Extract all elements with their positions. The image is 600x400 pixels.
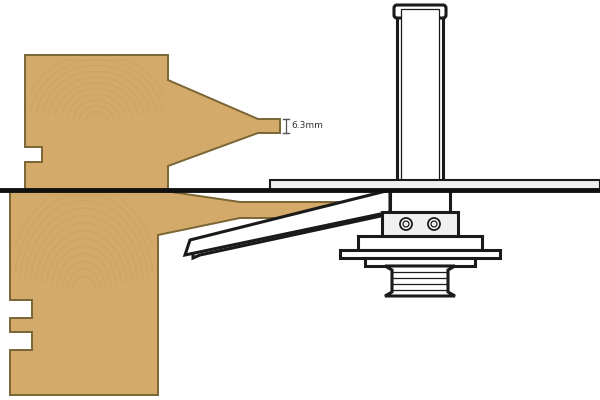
Polygon shape — [365, 258, 475, 266]
Polygon shape — [185, 190, 390, 255]
Text: 6.3mm: 6.3mm — [291, 122, 323, 130]
Polygon shape — [385, 266, 455, 296]
Polygon shape — [270, 180, 600, 190]
Polygon shape — [10, 190, 355, 395]
Polygon shape — [340, 250, 500, 258]
Circle shape — [403, 221, 409, 227]
Polygon shape — [358, 236, 482, 250]
Circle shape — [428, 218, 440, 230]
Polygon shape — [397, 10, 443, 185]
Circle shape — [400, 218, 412, 230]
Polygon shape — [193, 190, 390, 258]
Polygon shape — [390, 190, 450, 212]
Polygon shape — [382, 212, 458, 236]
Circle shape — [431, 221, 437, 227]
FancyBboxPatch shape — [394, 5, 446, 18]
Polygon shape — [25, 55, 280, 192]
Polygon shape — [401, 9, 439, 185]
